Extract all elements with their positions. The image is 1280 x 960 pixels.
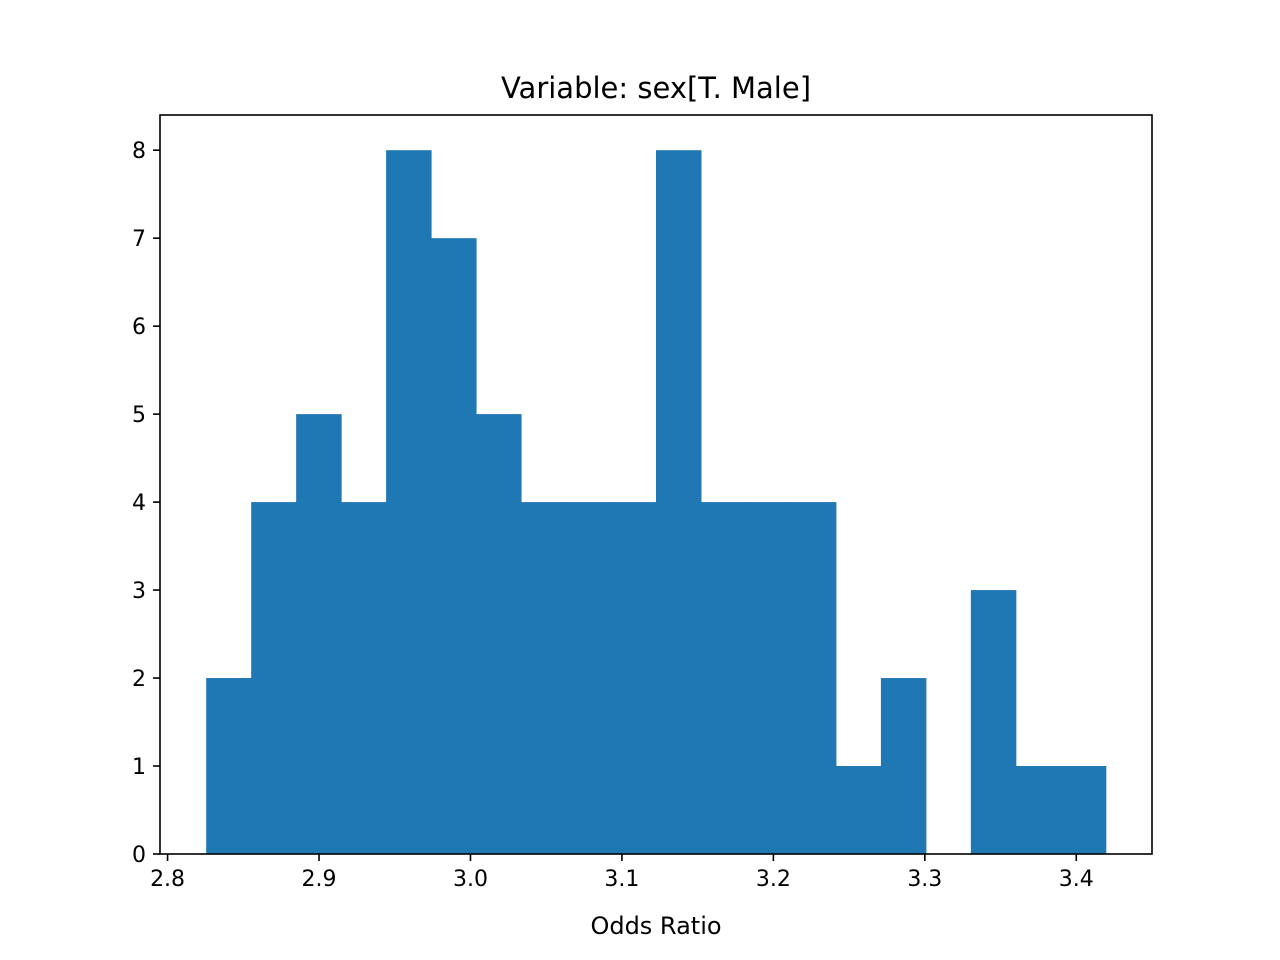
y-tick-label: 7 <box>132 227 146 252</box>
x-tick-label: 2.9 <box>302 867 337 892</box>
histogram-bar <box>656 150 702 854</box>
x-axis-ticks: 2.8 2.9 3.0 3.1 3.2 3.3 3.4 <box>150 854 1094 892</box>
histogram-bar <box>611 502 657 854</box>
histogram-bar <box>296 414 342 854</box>
x-tick-label: 3.3 <box>907 867 942 892</box>
histogram-bar <box>880 678 927 854</box>
histogram-bar <box>206 678 252 854</box>
histogram-bar <box>790 502 837 854</box>
histogram-bar <box>700 502 747 854</box>
histogram-bar <box>251 502 297 854</box>
histogram-bar <box>341 502 387 854</box>
y-tick-label: 3 <box>132 579 146 604</box>
chart-title: Variable: sex[T. Male] <box>501 71 811 105</box>
x-tick-label: 3.4 <box>1059 867 1094 892</box>
histogram-bar <box>476 414 522 854</box>
x-axis-label: Odds Ratio <box>590 912 721 940</box>
plot-frame <box>159 114 1153 855</box>
histogram-bar <box>835 766 882 854</box>
x-tick-label: 2.8 <box>150 867 185 892</box>
y-tick-label: 6 <box>132 315 146 340</box>
histogram-bar <box>745 502 792 854</box>
y-tick-label: 1 <box>132 755 146 780</box>
histogram-bar <box>386 150 432 854</box>
y-tick-label: 8 <box>132 139 146 164</box>
histogram-bar <box>1015 766 1062 854</box>
histogram-bar <box>1060 766 1107 854</box>
histogram-bar <box>970 590 1017 854</box>
y-tick-label: 0 <box>132 843 146 868</box>
y-tick-label: 5 <box>132 403 146 428</box>
x-tick-label: 3.0 <box>453 867 488 892</box>
x-tick-label: 3.2 <box>756 867 791 892</box>
y-axis-ticks: 0 1 2 3 4 5 6 7 8 <box>132 139 160 868</box>
y-tick-label: 4 <box>132 491 146 516</box>
histogram-bars <box>206 150 1107 854</box>
x-tick-label: 3.1 <box>604 867 639 892</box>
histogram-bar <box>521 502 567 854</box>
histogram-bar <box>566 502 612 854</box>
histogram-bar <box>431 238 477 854</box>
y-tick-label: 2 <box>132 667 146 692</box>
